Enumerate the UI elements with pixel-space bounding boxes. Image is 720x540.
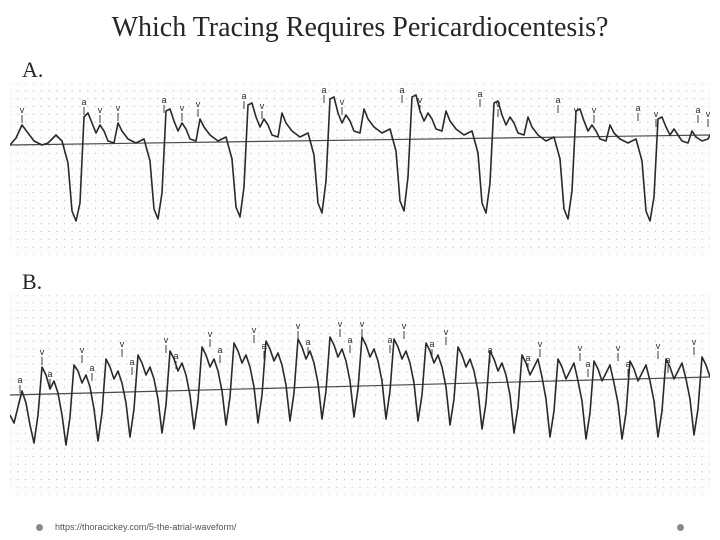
svg-text:a: a: [173, 351, 178, 361]
svg-text:a: a: [261, 341, 266, 351]
svg-text:v: v: [208, 329, 213, 339]
svg-text:a: a: [525, 353, 530, 363]
svg-text:a: a: [625, 359, 630, 369]
svg-text:v: v: [296, 321, 301, 331]
svg-text:v: v: [196, 99, 201, 109]
svg-text:v: v: [252, 325, 257, 335]
source-citation: https://thoracickey.com/5-the-atrial-wav…: [43, 522, 677, 532]
svg-text:a: a: [161, 95, 166, 105]
svg-text:a: a: [17, 375, 22, 385]
svg-text:v: v: [692, 337, 697, 347]
svg-text:a: a: [305, 337, 310, 347]
svg-text:v: v: [98, 105, 103, 115]
svg-text:v: v: [338, 319, 343, 329]
svg-text:v: v: [656, 341, 661, 351]
svg-text:v: v: [706, 109, 710, 119]
option-label-a: A.: [22, 57, 43, 83]
slide-container: Which Tracing Requires Pericardiocentesi…: [0, 0, 720, 540]
footer-dot-right: [677, 524, 684, 531]
svg-text:v: v: [444, 327, 449, 337]
svg-text:v: v: [116, 103, 121, 113]
svg-text:v: v: [616, 343, 621, 353]
svg-text:v: v: [592, 105, 597, 115]
svg-text:v: v: [260, 101, 265, 111]
svg-text:v: v: [402, 321, 407, 331]
svg-text:a: a: [399, 85, 404, 95]
waveform-tracing-b: avavavavavavavavavavavaavvavavav: [10, 295, 710, 495]
svg-text:v: v: [80, 345, 85, 355]
svg-text:v: v: [418, 95, 423, 105]
svg-text:a: a: [635, 103, 640, 113]
svg-text:a: a: [47, 369, 52, 379]
footer: https://thoracickey.com/5-the-atrial-wav…: [36, 522, 684, 532]
svg-text:v: v: [180, 103, 185, 113]
svg-text:a: a: [429, 339, 434, 349]
page-title: Which Tracing Requires Pericardiocentesi…: [0, 0, 720, 44]
svg-text:a: a: [321, 85, 326, 95]
option-label-b: B.: [22, 269, 42, 295]
svg-text:a: a: [387, 335, 392, 345]
svg-text:a: a: [487, 345, 492, 355]
footer-dot-left: [36, 524, 43, 531]
svg-text:a: a: [347, 335, 352, 345]
svg-text:a: a: [665, 355, 670, 365]
svg-text:v: v: [40, 347, 45, 357]
svg-text:a: a: [241, 91, 246, 101]
svg-text:v: v: [574, 105, 579, 115]
svg-text:v: v: [654, 109, 659, 119]
svg-text:v: v: [496, 99, 501, 109]
svg-text:a: a: [89, 363, 94, 373]
svg-text:v: v: [120, 339, 125, 349]
svg-text:v: v: [340, 97, 345, 107]
svg-text:a: a: [585, 359, 590, 369]
svg-text:v: v: [164, 335, 169, 345]
svg-text:v: v: [578, 343, 583, 353]
svg-text:a: a: [695, 105, 700, 115]
svg-text:a: a: [129, 357, 134, 367]
svg-text:a: a: [81, 97, 86, 107]
svg-text:v: v: [360, 319, 365, 329]
svg-text:a: a: [555, 95, 560, 105]
svg-text:v: v: [20, 105, 25, 115]
svg-text:a: a: [217, 345, 222, 355]
svg-text:v: v: [538, 339, 543, 349]
waveform-tracing-a: vavvavvavavavavavvavav: [10, 83, 710, 255]
svg-text:a: a: [477, 89, 482, 99]
